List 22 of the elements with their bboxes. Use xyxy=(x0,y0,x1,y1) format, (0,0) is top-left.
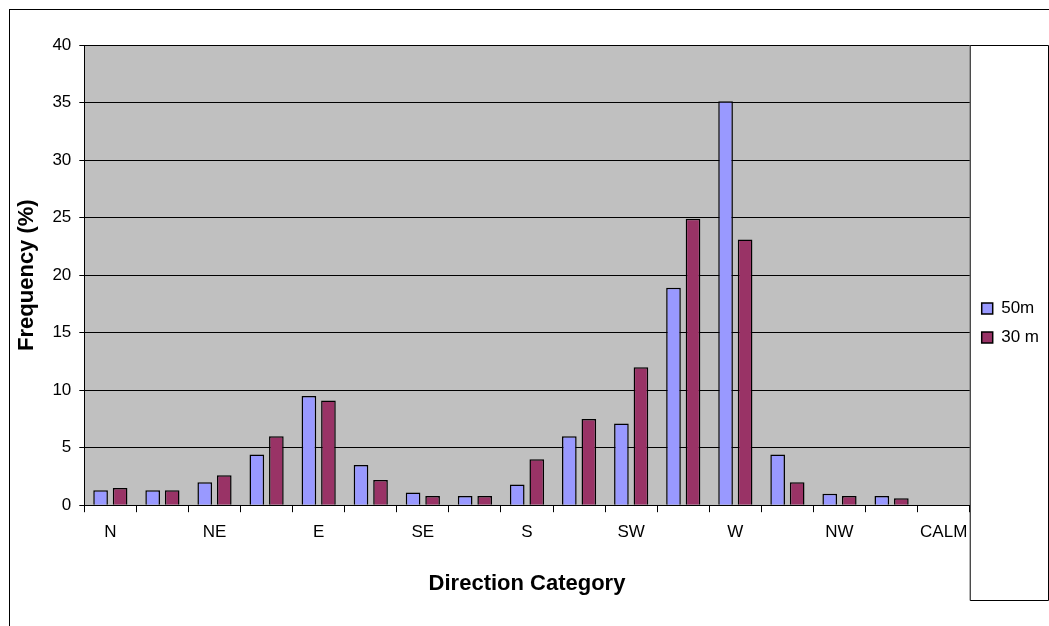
y-tick-label: 30 xyxy=(52,149,72,169)
y-tick-label: 20 xyxy=(52,264,72,284)
x-tick-label: W xyxy=(727,522,744,542)
y-tick-label: 35 xyxy=(52,92,72,112)
x-tick-label: SW xyxy=(617,522,645,542)
y-tick-label: 25 xyxy=(52,207,72,227)
y-tick-label: 10 xyxy=(52,379,72,399)
y-axis-title: Frequency (%) xyxy=(13,199,39,351)
x-axis-title: Direction Category xyxy=(428,569,627,595)
x-tick-label: NE xyxy=(202,522,227,542)
x-tick-label: E xyxy=(313,522,325,542)
x-tick-label: CALM xyxy=(920,522,968,542)
legend-label: 30 m xyxy=(1001,327,1039,347)
x-tick-label: SE xyxy=(411,522,435,542)
legend-label: 50m xyxy=(1001,298,1035,318)
y-tick-label: 40 xyxy=(52,34,72,54)
x-tick-label: S xyxy=(521,522,533,542)
y-tick-label: 0 xyxy=(61,494,72,514)
x-tick-label: NW xyxy=(825,522,854,542)
x-tick-label: N xyxy=(104,522,117,542)
y-tick-label: 5 xyxy=(61,437,72,457)
y-tick-label: 15 xyxy=(52,322,72,342)
